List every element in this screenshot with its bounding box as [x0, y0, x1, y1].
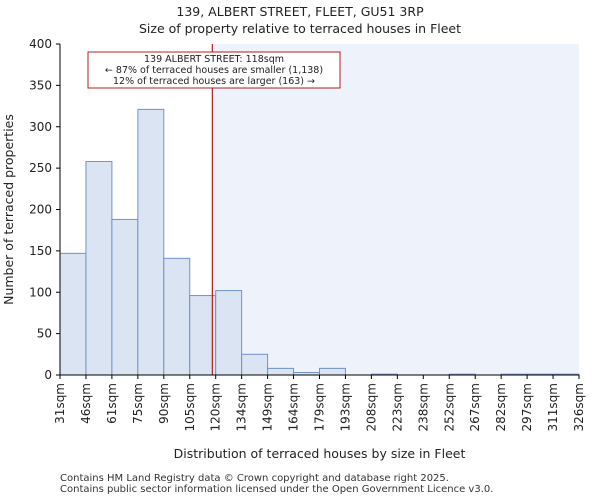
x-tick-label: 31sqm	[53, 383, 67, 424]
histogram-bar	[215, 290, 243, 376]
y-tick-label: 400	[29, 37, 52, 51]
x-tick-label: 311sqm	[546, 383, 560, 431]
histogram-bar	[111, 218, 139, 376]
x-tick-label: 282sqm	[494, 383, 508, 431]
histogram-bar	[85, 161, 113, 376]
x-axis-title: Distribution of terraced houses by size …	[174, 446, 466, 461]
x-tick-label: 193sqm	[338, 383, 352, 431]
histogram-bar	[241, 353, 269, 376]
chart-subtitle: Size of property relative to terraced ho…	[138, 21, 462, 36]
footer-line-2: Contains public sector information licen…	[60, 484, 494, 495]
y-tick-label: 300	[29, 120, 52, 134]
y-tick-label: 150	[29, 244, 52, 258]
x-tick-label: 105sqm	[183, 383, 197, 431]
y-axis-title: Number of terraced properties	[1, 114, 16, 305]
x-tick-label: 61sqm	[105, 383, 119, 424]
x-tick-label: 149sqm	[261, 383, 275, 431]
x-tick-label: 164sqm	[287, 383, 301, 431]
x-tick-label: 326sqm	[572, 383, 586, 431]
histogram-bar	[59, 252, 87, 376]
y-tick-label: 350	[29, 78, 52, 92]
y-tick-label: 0	[44, 368, 52, 382]
x-tick-label: 267sqm	[468, 383, 482, 431]
x-tick-label: 223sqm	[390, 383, 404, 431]
histogram-bar	[163, 257, 191, 376]
histogram-bar	[189, 295, 217, 376]
x-tick-label: 297sqm	[520, 383, 534, 431]
footer-line-1: Contains HM Land Registry data © Crown c…	[60, 473, 449, 484]
histogram-bar	[319, 367, 346, 376]
y-tick-label: 200	[29, 203, 52, 217]
x-tick-label: 134sqm	[235, 383, 249, 431]
annotation-line: ← 87% of terraced houses are smaller (1,…	[105, 65, 323, 76]
highlight-region	[212, 44, 579, 375]
x-tick-label: 75sqm	[131, 383, 145, 424]
histogram-bar	[267, 367, 295, 376]
histogram-bar	[137, 108, 165, 376]
y-tick-label: 100	[29, 285, 52, 299]
x-tick-label: 252sqm	[442, 383, 456, 431]
x-tick-label: 90sqm	[157, 383, 171, 424]
annotation-line: 139 ALBERT STREET: 118sqm	[144, 54, 284, 65]
x-tick-label: 179sqm	[313, 383, 327, 431]
annotation-box	[87, 51, 341, 89]
annotation-line: 12% of terraced houses are larger (163) …	[113, 76, 315, 87]
y-tick-label: 50	[37, 327, 52, 341]
x-tick-label: 46sqm	[79, 383, 93, 424]
x-tick-label: 238sqm	[416, 383, 430, 431]
x-tick-label: 120sqm	[209, 383, 223, 431]
x-tick-label: 208sqm	[364, 383, 378, 431]
chart-title: 139, ALBERT STREET, FLEET, GU51 3RP	[176, 4, 424, 19]
y-tick-label: 250	[29, 161, 52, 175]
